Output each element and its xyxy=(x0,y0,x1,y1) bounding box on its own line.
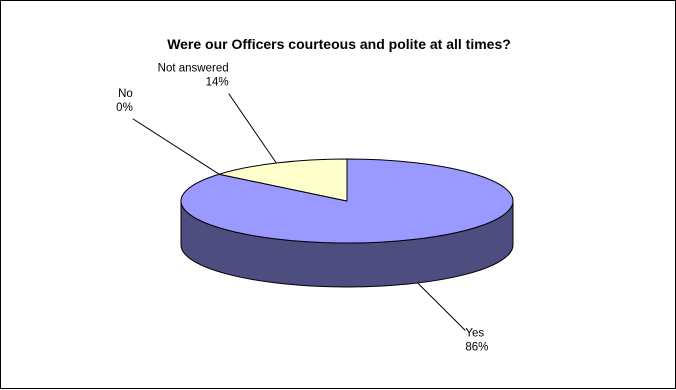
pie-leaders xyxy=(132,93,466,331)
leader-line-yes xyxy=(417,282,466,331)
pie-slice-not-answered xyxy=(218,158,348,202)
slice-percent-no: 0% xyxy=(116,102,133,114)
leader-line-no xyxy=(132,118,220,175)
slice-label-not-answered: Not answered xyxy=(158,62,229,74)
leader-line-not-answered xyxy=(228,93,277,164)
slice-label-no: No xyxy=(118,88,133,100)
chart-title: Were our Officers courteous and polite a… xyxy=(167,36,511,52)
slice-label-yes: Yes xyxy=(465,328,484,340)
slice-percent-not-answered: 14% xyxy=(206,76,229,88)
slice-percent-yes: 86% xyxy=(465,342,488,354)
pie-tops xyxy=(180,158,514,244)
pie-labels: Yes 86% No 0% Not answered 14% xyxy=(116,62,488,353)
